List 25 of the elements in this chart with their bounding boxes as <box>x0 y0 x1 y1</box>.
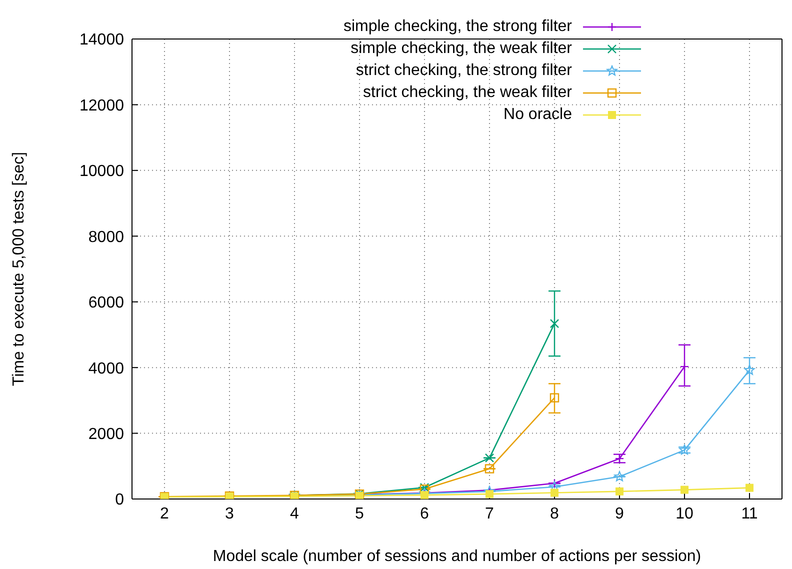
y-tick-label: 2000 <box>88 426 124 443</box>
legend-label: simple checking, the weak filter <box>350 40 572 58</box>
y-tick-label: 12000 <box>80 97 124 114</box>
y-tick-label: 10000 <box>80 163 124 180</box>
x-tick-label: 2 <box>160 505 170 522</box>
legend-label: simple checking, the strong filter <box>343 18 572 36</box>
x-tick-label: 3 <box>225 505 234 522</box>
legend-label: strict checking, the strong filter <box>356 62 572 80</box>
y-tick-label: 8000 <box>88 228 124 246</box>
y-tick-label: 6000 <box>88 294 124 312</box>
y-axis-title: Time to execute 5,000 tests [sec] <box>10 152 28 386</box>
x-axis-title: Model scale (number of sessions and number of actions per session) <box>212 548 702 565</box>
x-tick-label: 7 <box>485 505 494 522</box>
x-tick-label: 10 <box>676 505 694 522</box>
legend-label: strict checking, the weak filter <box>363 84 572 102</box>
y-tick-label: 14000 <box>80 32 124 49</box>
y-tick-label: 4000 <box>88 360 124 378</box>
y-tick-label: 0 <box>115 492 124 509</box>
x-tick-label: 9 <box>615 505 624 522</box>
x-tick-label: 8 <box>550 505 560 522</box>
x-tick-label: 4 <box>290 505 300 522</box>
x-tick-label: 6 <box>420 505 430 522</box>
x-tick-label: 11 <box>741 505 758 522</box>
x-tick-label: 5 <box>355 505 364 522</box>
legend-label: No oracle <box>504 106 572 124</box>
